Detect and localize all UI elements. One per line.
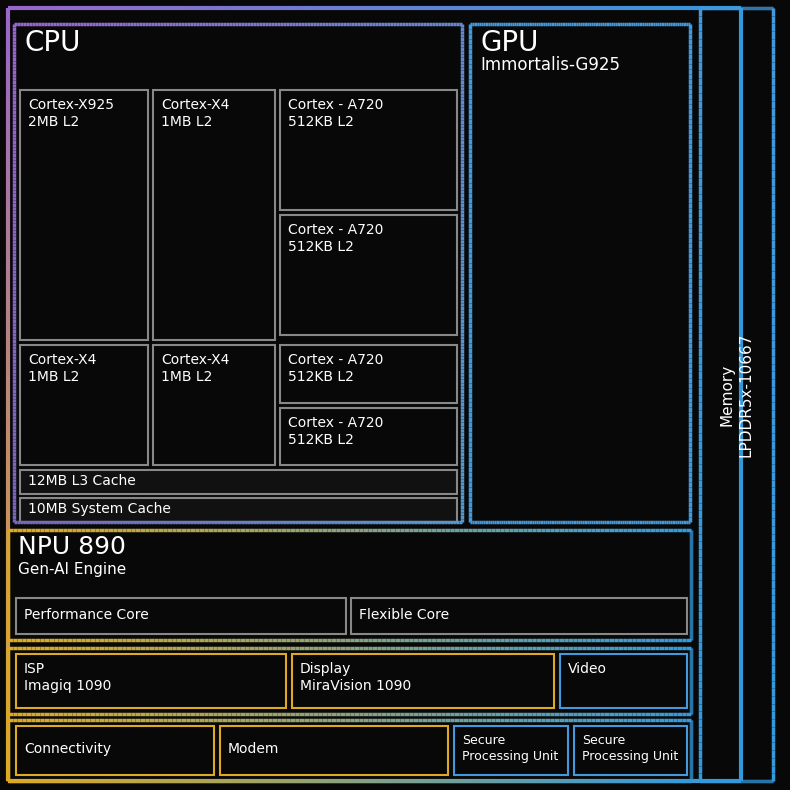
Text: Immortalis-G925: Immortalis-G925 <box>480 56 620 74</box>
Bar <box>153 345 275 465</box>
Bar <box>454 726 568 775</box>
Text: Display
MiraVision 1090: Display MiraVision 1090 <box>300 662 412 694</box>
Text: 10MB System Cache: 10MB System Cache <box>28 502 171 516</box>
Text: Secure
Processing Unit: Secure Processing Unit <box>462 734 559 763</box>
Bar <box>16 598 346 634</box>
Bar <box>20 470 457 494</box>
Bar <box>280 90 457 210</box>
Bar <box>20 90 148 340</box>
Text: Performance Core: Performance Core <box>24 608 149 622</box>
Text: Cortex-X4
1MB L2: Cortex-X4 1MB L2 <box>161 353 229 384</box>
Text: CPU: CPU <box>24 29 81 57</box>
Text: Cortex-X4
1MB L2: Cortex-X4 1MB L2 <box>161 98 229 130</box>
Bar <box>351 598 687 634</box>
Text: Cortex - A720
512KB L2: Cortex - A720 512KB L2 <box>288 416 383 447</box>
Text: Cortex - A720
512KB L2: Cortex - A720 512KB L2 <box>288 98 383 130</box>
Text: ISP
Imagiq 1090: ISP Imagiq 1090 <box>24 662 111 694</box>
Bar <box>470 24 690 522</box>
Text: Cortex-X4
1MB L2: Cortex-X4 1MB L2 <box>28 353 96 384</box>
Bar <box>280 345 457 403</box>
Bar <box>153 90 275 340</box>
Bar <box>280 215 457 335</box>
Bar <box>20 345 148 465</box>
Text: Flexible Core: Flexible Core <box>359 608 450 622</box>
Text: GPU: GPU <box>480 29 538 57</box>
Bar <box>16 726 214 775</box>
Text: Cortex - A720
512KB L2: Cortex - A720 512KB L2 <box>288 353 383 384</box>
Text: NPU 890: NPU 890 <box>18 535 126 559</box>
Text: Memory
LPDDR5x-10667: Memory LPDDR5x-10667 <box>719 333 754 457</box>
Bar <box>220 726 448 775</box>
Bar <box>280 408 457 465</box>
Bar <box>560 654 687 708</box>
Text: Cortex-X925
2MB L2: Cortex-X925 2MB L2 <box>28 98 114 130</box>
Bar <box>292 654 554 708</box>
Bar <box>8 530 691 640</box>
Text: 12MB L3 Cache: 12MB L3 Cache <box>28 474 136 488</box>
Bar <box>14 24 462 522</box>
Bar <box>20 498 457 522</box>
Bar <box>574 726 687 775</box>
Text: Gen-AI Engine: Gen-AI Engine <box>18 562 126 577</box>
Text: Modem: Modem <box>228 742 280 756</box>
Text: Video: Video <box>568 662 607 676</box>
Bar <box>16 654 286 708</box>
Text: Cortex - A720
512KB L2: Cortex - A720 512KB L2 <box>288 223 383 254</box>
Text: Connectivity: Connectivity <box>24 742 111 756</box>
Bar <box>700 8 773 781</box>
Text: Secure
Processing Unit: Secure Processing Unit <box>582 734 679 763</box>
